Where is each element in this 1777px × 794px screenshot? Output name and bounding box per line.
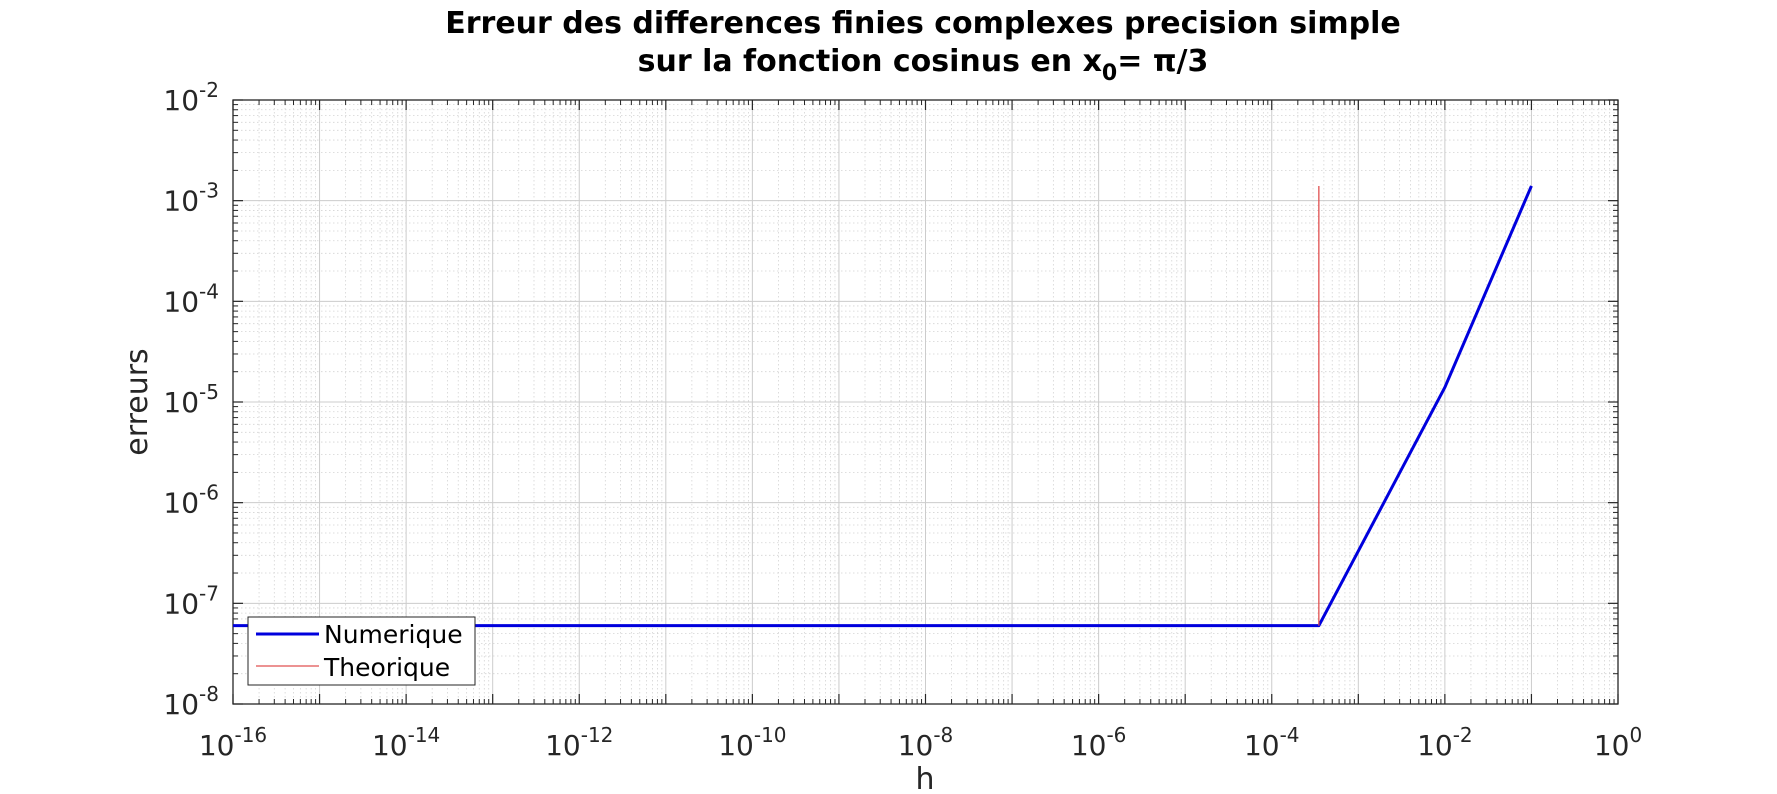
y-tick-label: 10-8 [163, 682, 219, 721]
chart-title-line-1: Erreur des differences finies complexes … [445, 6, 1401, 41]
legend: Numerique Theorique [247, 616, 476, 686]
x-tick-label: 10-16 [199, 723, 267, 762]
x-tick-label-exponent: -12 [581, 723, 614, 747]
chart-title-line-2-suffix: = π/3 [1117, 44, 1208, 79]
x-tick-label-exponent: -8 [933, 723, 953, 747]
y-tick-label-exponent: -8 [199, 682, 219, 706]
x-tick-label: 100 [1594, 723, 1642, 762]
y-tick-label-exponent: -7 [199, 581, 219, 605]
y-axis-label: erreurs [120, 348, 155, 455]
y-tick-label: 10-7 [163, 581, 219, 620]
legend-label-numerique: Numerique [324, 620, 463, 649]
x-axis-label: h [915, 762, 934, 794]
y-tick-label-base: 10 [163, 688, 199, 721]
chart-title-line-2-prefix: sur la fonction cosinus en x [638, 44, 1102, 79]
chart-title-line-2-subscript: 0 [1102, 61, 1117, 86]
y-tick-label-base: 10 [163, 84, 199, 117]
y-tick-label: 10-2 [163, 78, 219, 117]
x-tick-label-exponent: -16 [234, 723, 267, 747]
x-tick-label-base: 10 [545, 729, 581, 762]
y-tick-label-exponent: -5 [199, 380, 219, 404]
series-group [233, 185, 1533, 628]
x-tick-label: 10-10 [718, 723, 786, 762]
x-tick-label: 10-12 [545, 723, 613, 762]
legend-box [247, 616, 476, 686]
y-tick-label-exponent: -4 [199, 279, 219, 303]
x-tick-label: 10-8 [898, 723, 954, 762]
x-tick-label-base: 10 [1417, 729, 1453, 762]
x-tick-label-exponent: -10 [754, 723, 787, 747]
y-tick-label: 10-5 [163, 380, 219, 419]
y-tick-label: 10-4 [163, 279, 219, 318]
axis-ticks [232, 99, 1619, 705]
y-tick-label: 10-3 [163, 179, 219, 218]
plot-frame [232, 99, 1619, 705]
x-tick-labels: 10-16 10-14 10-12 10-10 10-8 10-6 10-4 10-2 100 [199, 723, 1642, 762]
x-tick-label-exponent: -2 [1453, 723, 1473, 747]
y-tick-label-exponent: -3 [199, 179, 219, 203]
x-tick-label-exponent: -6 [1106, 723, 1126, 747]
x-tick-label-base: 10 [898, 729, 934, 762]
y-tick-label-exponent: -6 [199, 481, 219, 505]
x-tick-label-base: 10 [1071, 729, 1107, 762]
series-line-numerique [233, 185, 1533, 628]
x-tick-label-exponent: -14 [408, 723, 441, 747]
x-tick-label-base: 10 [718, 729, 754, 762]
x-tick-label: 10-14 [372, 723, 440, 762]
x-tick-label: 10-6 [1071, 723, 1127, 762]
y-tick-label-base: 10 [163, 487, 199, 520]
y-tick-label-exponent: -2 [199, 78, 219, 102]
x-tick-label-base: 10 [372, 729, 408, 762]
x-tick-label-exponent: 0 [1629, 723, 1642, 747]
x-tick-label-base: 10 [1594, 729, 1630, 762]
x-tick-label-exponent: -4 [1280, 723, 1300, 747]
x-tick-label-base: 10 [199, 729, 235, 762]
y-tick-labels: 10-810-710-610-510-410-310-2 [163, 78, 219, 721]
x-tick-label: 10-2 [1417, 723, 1473, 762]
legend-label-theorique: Theorique [323, 653, 450, 682]
y-tick-label-base: 10 [163, 386, 199, 419]
y-tick-label-base: 10 [163, 285, 199, 318]
y-tick-label-base: 10 [163, 587, 199, 620]
x-tick-label: 10-4 [1244, 723, 1300, 762]
y-tick-label-base: 10 [163, 185, 199, 218]
chart-title-line-2: sur la fonction cosinus en x0= π/3 [638, 44, 1209, 86]
x-tick-label-base: 10 [1244, 729, 1280, 762]
y-tick-label: 10-6 [163, 481, 219, 520]
